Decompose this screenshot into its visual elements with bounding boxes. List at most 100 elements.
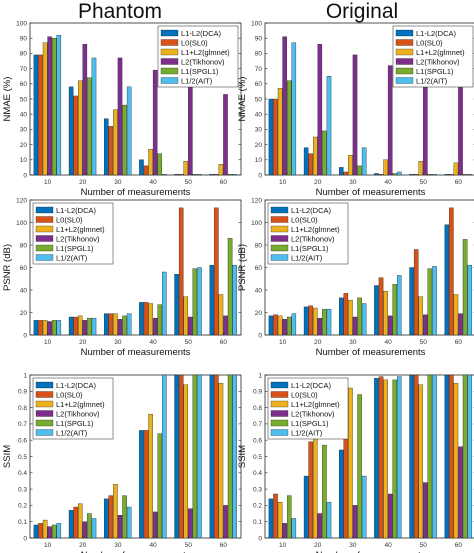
- x-tick-label: 60: [220, 542, 228, 549]
- y-tick-label: 0: [23, 172, 27, 179]
- legend-swatch: [270, 400, 289, 408]
- y-tick-label: 20: [20, 142, 28, 149]
- y-tick-label: 0.2: [253, 503, 262, 510]
- bar-l1-spgl1--30: [122, 495, 127, 539]
- x-tick-label: 20: [314, 179, 322, 186]
- bar-l2-tikhonov--60: [223, 505, 228, 539]
- bar-l1-l2-dca--50: [174, 374, 179, 539]
- bar-l2-tikhonov--20: [317, 317, 323, 336]
- bar-l2-tikhonov--40: [152, 511, 158, 539]
- chart-ssim-phantom: 0 0.1 0.2 0.3 0.4 0.5 0.6 0.7 0.8 0.9 1 10 20 30 40 50 6…: [2, 372, 242, 553]
- legend-label: L1/2(AIT): [291, 253, 323, 262]
- bar-l1-l2-glmnet--20: [313, 136, 318, 176]
- bar-l0-sl0--20: [73, 95, 78, 176]
- legend-swatch: [35, 216, 54, 223]
- bar-l0-sl0--20: [308, 153, 313, 176]
- legend-label: L2(Tikhonov): [56, 409, 100, 418]
- legend-swatch: [270, 419, 289, 427]
- y-tick-label: 40: [20, 287, 28, 294]
- y-tick-label: 0.4: [253, 470, 262, 477]
- legend-label: L1-L2(DCA): [416, 29, 457, 38]
- y-tick-label: 30: [255, 127, 263, 134]
- bar-l1-spgl1--20: [87, 77, 92, 176]
- legend-label: L1(SPGL1): [56, 419, 94, 428]
- legend-label: L1(SPGL1): [181, 67, 219, 76]
- y-tick-label: 0: [23, 332, 27, 339]
- x-tick-label: 20: [79, 179, 87, 186]
- legend-swatch: [395, 29, 414, 37]
- legend-label: L0(SL0): [56, 390, 83, 399]
- bar-l1-l2-glmnet--10: [277, 315, 283, 336]
- legend-swatch: [35, 225, 54, 233]
- bar-l2-tikhonov--30: [117, 57, 123, 176]
- bar-l1-spgl1--30: [357, 165, 362, 176]
- bar-l1-l2-dca--50: [409, 174, 414, 176]
- bar-l2-tikhonov--10: [282, 523, 287, 539]
- y-tick-label: 0: [258, 172, 262, 179]
- bar-l1-2-ait--20: [91, 518, 97, 539]
- legend-swatch: [160, 48, 179, 56]
- legend-label: L1+L2(glmnet): [416, 48, 465, 57]
- y-tick-label: 100: [16, 20, 27, 27]
- legend-label: L0(SL0): [56, 215, 83, 224]
- x-tick-label: 20: [314, 339, 322, 346]
- bar-l1-spgl1--60: [462, 174, 468, 176]
- legend-label: L1(SPGL1): [416, 67, 454, 76]
- legend: L1-L2(DCA)L0(SL0)L1+L2(glmnet)L2(Tikhono…: [32, 377, 114, 440]
- bar-l2-tikhonov--50: [188, 79, 193, 176]
- legend-swatch: [35, 254, 54, 261]
- x-tick-label: 20: [314, 542, 322, 549]
- bar-l2-tikhonov--60: [223, 94, 228, 176]
- y-tick-label: 100: [16, 220, 27, 227]
- x-tick-label: 30: [114, 339, 122, 346]
- bar-l1-l2-glmnet--10: [42, 42, 48, 176]
- y-tick-label: 0.8: [18, 405, 27, 412]
- bar-l1-l2-glmnet--30: [348, 387, 353, 539]
- bar-l1-l2-dca--10: [268, 498, 274, 539]
- bar-l1-spgl1--60: [462, 239, 468, 336]
- bar-l1-2-ait--60: [467, 174, 472, 176]
- bar-l1-2-ait--20: [326, 308, 332, 336]
- y-tick-label: 80: [255, 51, 263, 58]
- bar-l1-l2-glmnet--50: [418, 296, 424, 336]
- bar-l1-2-ait--30: [361, 475, 367, 539]
- legend-label: L1/2(AIT): [181, 76, 213, 85]
- bar-l1-2-ait--30: [361, 303, 367, 336]
- y-tick-label: 20: [20, 310, 28, 317]
- bar-l1-l2-dca--30: [104, 118, 109, 176]
- y-tick-label: 100: [251, 20, 262, 27]
- bar-l1-l2-glmnet--30: [348, 299, 353, 336]
- bar-l0-sl0--50: [413, 249, 419, 336]
- bar-l1-spgl1--60: [227, 174, 233, 176]
- bar-l0-sl0--60: [214, 374, 219, 539]
- bar-l1-l2-dca--20: [68, 86, 74, 176]
- bar-l1-l2-dca--20: [68, 510, 74, 539]
- bar-l1-l2-dca--60: [444, 224, 450, 336]
- legend-label: L1-L2(DCA): [56, 381, 97, 390]
- bar-l0-sl0--40: [143, 165, 149, 176]
- y-tick-label: 120: [16, 197, 27, 204]
- x-tick-label: 40: [149, 179, 157, 186]
- y-tick-label: 60: [20, 81, 28, 88]
- bar-l1-l2-glmnet--60: [453, 382, 459, 539]
- y-tick-label: 80: [20, 51, 28, 58]
- y-tick-label: 80: [20, 242, 28, 249]
- bar-l1-spgl1--30: [122, 315, 127, 336]
- y-tick-label: 0.1: [253, 519, 262, 526]
- x-tick-label: 50: [420, 542, 428, 549]
- bar-l2-tikhonov--60: [458, 80, 463, 176]
- bar-l1-l2-dca--60: [444, 174, 450, 176]
- legend-label: L1+L2(glmnet): [56, 225, 105, 234]
- bar-l1-2-ait--50: [432, 266, 437, 336]
- legend-swatch: [35, 419, 54, 427]
- bar-l1-spgl1--10: [51, 38, 57, 176]
- legend-label: L2(Tikhonov): [291, 234, 335, 243]
- y-tick-label: 0.5: [18, 454, 27, 461]
- legend-swatch: [160, 29, 179, 37]
- bar-l1-l2-glmnet--10: [277, 501, 283, 539]
- bar-l2-tikhonov--30: [117, 319, 123, 336]
- bar-l1-2-ait--40: [397, 171, 402, 176]
- bar-l2-tikhonov--40: [152, 69, 158, 176]
- bar-l1-l2-glmnet--10: [277, 88, 283, 176]
- bar-l1-spgl1--40: [392, 379, 398, 539]
